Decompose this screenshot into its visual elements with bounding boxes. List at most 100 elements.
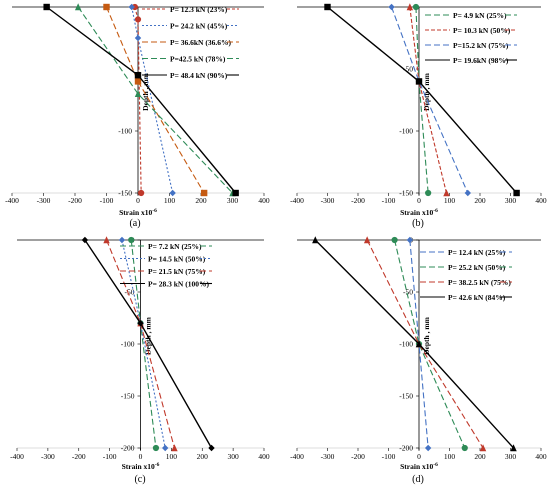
- legend-label: P= 4.9 kN (25%): [453, 11, 507, 20]
- x-tick-label: 200: [474, 196, 486, 205]
- legend-label: P= 48.4 kN (90%): [170, 71, 228, 80]
- x-tick-label: -400: [10, 452, 24, 461]
- panel-caption: (b): [412, 218, 424, 229]
- x-tick-label: -200: [72, 452, 86, 461]
- x-tick-label: 0: [417, 452, 421, 461]
- y-tick-label: -150: [121, 392, 135, 401]
- data-point: [134, 78, 142, 85]
- y-tick-label: -100: [399, 127, 413, 136]
- data-point: [171, 444, 178, 452]
- y-tick-label: -200: [121, 444, 135, 453]
- data-point: [391, 236, 398, 244]
- legend-label: P= 28.3 kN (100%): [148, 280, 209, 289]
- x-axis-label: Strain x10-6: [122, 462, 160, 471]
- x-tick-label: -200: [68, 196, 82, 205]
- x-tick-label: -300: [321, 196, 335, 205]
- y-tick-label: -100: [118, 127, 132, 136]
- data-point: [138, 189, 145, 197]
- legend-label: P= 10.3 kN (50%): [453, 26, 511, 35]
- x-axis-label-exponent: -6: [152, 208, 157, 214]
- y-axis-label: Depth , mm: [422, 316, 431, 354]
- legend-label: P= 12.3 kN (23%): [170, 5, 228, 14]
- panel-caption: (a): [129, 218, 140, 229]
- x-axis-label: Strain x10-6: [400, 462, 438, 471]
- x-tick-label: -200: [351, 452, 365, 461]
- x-tick-label: -300: [321, 452, 335, 461]
- data-point: [406, 3, 414, 11]
- data-point: [43, 3, 50, 11]
- data-point: [134, 34, 142, 42]
- data-point: [134, 90, 142, 97]
- data-point: [128, 3, 135, 11]
- series-line-4: [77, 6, 233, 194]
- legend-label: P= 12.4 kN (25%): [448, 248, 506, 257]
- data-point: [324, 3, 331, 11]
- data-point: [424, 444, 432, 452]
- series-line-2: [131, 6, 174, 194]
- y-tick-label: -50: [403, 288, 413, 297]
- x-tick-label: 100: [444, 196, 456, 205]
- legend-label: P= 7.2 kN (25%): [148, 242, 202, 251]
- x-tick-label: 100: [166, 452, 178, 461]
- data-point: [232, 189, 239, 197]
- series-line-3: [105, 6, 205, 194]
- x-tick-label: 400: [535, 196, 547, 205]
- series-line-3: [106, 239, 175, 449]
- x-tick-label: 0: [139, 452, 143, 461]
- x-axis-label-exponent: -6: [155, 462, 160, 468]
- y-tick-label: -200: [399, 444, 413, 453]
- panel-b: -400 -300 -200 -100 0 100 200 300 400-50-100-150…: [290, 3, 547, 229]
- data-point: [412, 3, 420, 11]
- data-point: [128, 236, 135, 244]
- legend-label: P=15.2 kN (75%): [453, 41, 509, 50]
- x-tick-label: -400: [290, 452, 304, 461]
- y-tick-label: -150: [399, 392, 413, 401]
- x-axis-label: Strain x10-6: [119, 208, 157, 217]
- data-point: [134, 16, 142, 23]
- panel-a: -400 -300 -200 -100 0 100 200 300 400 -100 -150 Str…: [5, 3, 270, 229]
- data-point: [415, 340, 423, 348]
- legend-label: P= 36.6kN (36.6%): [170, 38, 231, 47]
- data-point: [162, 444, 169, 452]
- panel-caption: (c): [134, 474, 145, 485]
- panel-caption: (d): [412, 474, 424, 485]
- data-point: [118, 236, 126, 244]
- data-point: [479, 444, 487, 452]
- data-point: [103, 236, 110, 244]
- x-tick-label: 300: [505, 452, 517, 461]
- x-tick-label: -100: [100, 196, 114, 205]
- data-point: [388, 3, 395, 11]
- x-tick-label: 300: [228, 452, 240, 461]
- data-point: [406, 236, 414, 244]
- x-tick-label: 0: [417, 196, 421, 205]
- legend-label: P= 14.5 kN (50%): [148, 255, 206, 264]
- data-point: [415, 78, 423, 85]
- data-point: [200, 189, 208, 197]
- series-line-2: [394, 239, 466, 449]
- x-axis-label: Strain x10-6: [400, 208, 438, 217]
- data-point: [312, 236, 319, 244]
- data-point: [81, 236, 89, 244]
- x-tick-label: -300: [37, 196, 51, 205]
- y-tick-label: -100: [399, 340, 413, 349]
- legend-label: P= 25.2 kN (50%): [448, 263, 506, 272]
- x-tick-label: 200: [474, 452, 486, 461]
- data-point: [510, 444, 517, 452]
- data-point: [137, 320, 144, 327]
- legend-label: P= 42.6 kN (84%): [448, 293, 506, 302]
- y-tick-label: -50: [403, 65, 413, 74]
- x-tick-label: 300: [505, 196, 517, 205]
- x-tick-label: 300: [227, 196, 239, 205]
- panel-d: -400-300-200-10001002003004000-50-100-15…: [290, 236, 547, 486]
- data-point: [513, 189, 520, 197]
- x-tick-label: 200: [195, 196, 207, 205]
- data-point: [443, 189, 450, 197]
- panel-c: -400-300-200-10001002003004000-50-100-15…: [10, 236, 270, 486]
- x-axis-label-exponent: -6: [433, 208, 438, 214]
- x-tick-label: 200: [197, 452, 209, 461]
- data-point: [464, 189, 471, 197]
- x-tick-label: 100: [444, 452, 456, 461]
- y-tick-label: -150: [118, 189, 132, 198]
- x-tick-label: 400: [258, 452, 270, 461]
